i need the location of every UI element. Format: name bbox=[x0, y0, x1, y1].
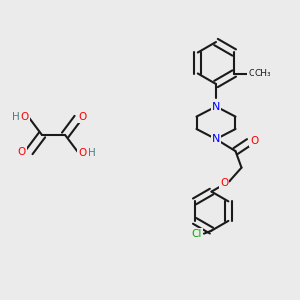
Text: CH₃: CH₃ bbox=[255, 69, 271, 78]
Text: O: O bbox=[21, 112, 29, 122]
Text: N: N bbox=[212, 101, 220, 112]
Text: H: H bbox=[88, 148, 96, 158]
Text: O: O bbox=[78, 112, 86, 122]
Text: CH₃: CH₃ bbox=[248, 69, 263, 78]
Text: O: O bbox=[18, 147, 26, 157]
Text: N: N bbox=[212, 134, 220, 144]
Text: Cl: Cl bbox=[191, 229, 202, 238]
Text: O: O bbox=[220, 178, 228, 188]
Text: H: H bbox=[12, 112, 20, 122]
Text: O: O bbox=[78, 148, 86, 158]
Text: O: O bbox=[250, 136, 259, 146]
